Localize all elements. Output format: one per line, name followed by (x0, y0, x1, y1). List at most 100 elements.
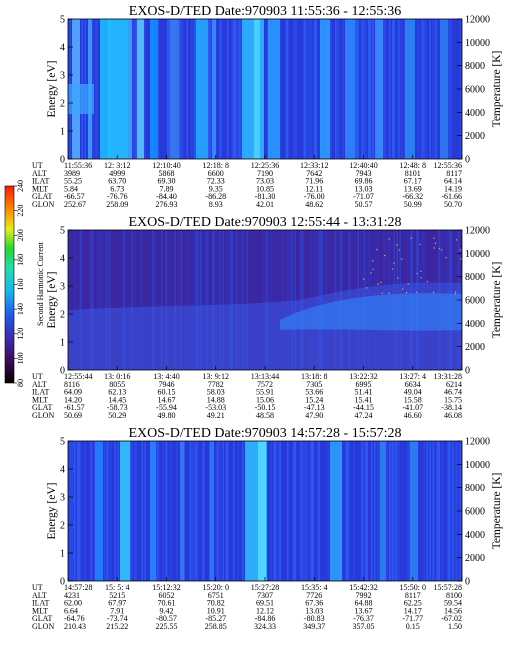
panel-1-y2label: Temperature [K] (491, 51, 503, 128)
heatmap-streak (249, 230, 251, 370)
heatmap-streak (264, 19, 266, 159)
heatmap-streak (191, 19, 193, 159)
heatmap-streak (167, 19, 169, 159)
heatmap-streak (198, 441, 200, 581)
heatmap-streak (453, 441, 455, 581)
heatmap-streak (401, 19, 403, 159)
heatmap-streak (240, 230, 242, 370)
heatmap-streak (450, 441, 452, 581)
y2-tick-label: 12000 (465, 226, 490, 237)
y2-tick-label: 0 (465, 155, 470, 166)
heatmap-streak (86, 230, 88, 370)
heatmap-streak (330, 19, 332, 159)
heatmap-streak (215, 441, 217, 581)
heatmap-streak (342, 441, 344, 581)
panel-2: EXOS-D/TED Date:970903 12:55:44 - 13:31:… (32, 215, 503, 420)
heatmap-streak (389, 19, 391, 159)
heatmap-streak (296, 230, 298, 370)
heatmap-bright-band (440, 19, 448, 159)
heatmap-streak (87, 230, 89, 370)
panel-2-y2label: Temperature [K] (491, 262, 503, 339)
ephemeris-cell: 47.24 (355, 411, 373, 420)
heatmap-streak (432, 19, 434, 159)
ephemeris-cell: 15.58 (404, 395, 422, 404)
ephemeris-row-label: ILAT (32, 177, 49, 186)
panel-3: EXOS-D/TED Date:970903 14:57:28 - 15:57:… (32, 426, 503, 631)
ephemeris-cell: 357.05 (353, 622, 375, 631)
heatmap-streak (177, 230, 179, 370)
colorbar-tick-label: 80 (16, 379, 25, 387)
heatmap-speckle (397, 277, 399, 279)
heatmap-streak (153, 230, 155, 370)
heatmap-speckle (459, 258, 462, 260)
ephemeris-cell: 6995 (356, 380, 372, 389)
ephemeris-cell: 14.88 (207, 395, 225, 404)
panel-3-title: EXOS-D/TED Date:970903 14:57:28 - 15:57:… (129, 426, 402, 441)
ephemeris-cell: 70.61 (158, 599, 176, 608)
heatmap-streak (108, 441, 110, 581)
heatmap-streak (221, 441, 223, 581)
heatmap-streak (185, 230, 187, 370)
heatmap-streak (437, 441, 439, 581)
heatmap-streak (374, 441, 376, 581)
heatmap-streak (189, 441, 191, 581)
heatmap-streak (344, 19, 346, 159)
colorbar-tick-label: 160 (16, 279, 25, 291)
heatmap-streak (119, 230, 121, 370)
heatmap-streak (146, 230, 148, 370)
heatmap-streak (248, 230, 250, 370)
heatmap-streak (269, 441, 271, 581)
colorbar-tick-label: 180 (16, 254, 25, 266)
heatmap-streak (209, 441, 211, 581)
ephemeris-row-label: GLON (32, 411, 54, 420)
heatmap-streak (446, 441, 448, 581)
ephemeris-cell: -64.76 (64, 614, 85, 623)
ephemeris-cell: -38.14 (441, 403, 462, 412)
heatmap-streak (236, 19, 238, 159)
heatmap-streak (168, 19, 170, 159)
heatmap-streak (357, 441, 359, 581)
heatmap-streak (447, 19, 449, 159)
heatmap-streak (288, 441, 290, 581)
heatmap-streak (183, 441, 185, 581)
heatmap-streak (402, 441, 404, 581)
ephemeris-cell: 70.82 (207, 599, 225, 608)
heatmap-streak (236, 441, 238, 581)
heatmap-speckle (377, 283, 379, 285)
ephemeris-cell: 47.90 (305, 411, 323, 420)
panel-1-ephemeris-table: UT 11:55:36 12: 3:12 12:10:40 12:18: 8 12:25:… (32, 161, 462, 209)
heatmap-streak (345, 441, 347, 581)
heatmap-streak (396, 19, 398, 159)
heatmap-streak (453, 19, 455, 159)
heatmap-streak (293, 441, 295, 581)
heatmap-streak (443, 441, 445, 581)
ephemeris-cell: 6600 (208, 169, 224, 178)
heatmap-streak (431, 19, 433, 159)
heatmap-streak (236, 230, 238, 370)
heatmap-streak (69, 441, 71, 581)
heatmap-streak (134, 230, 136, 370)
heatmap-speckle (415, 291, 418, 293)
heatmap-speckle (372, 268, 374, 271)
heatmap-streak (272, 441, 274, 581)
y-tick-label: 4 (60, 43, 65, 54)
ephemeris-cell: 225.55 (156, 622, 178, 631)
heatmap-streak (393, 441, 395, 581)
y2-tick-label: 2000 (465, 131, 485, 142)
heatmap-streak (293, 230, 295, 370)
heatmap-streak (141, 441, 143, 581)
heatmap-streak (414, 19, 416, 159)
heatmap-streak (294, 230, 296, 370)
heatmap-streak (254, 230, 256, 370)
ephemeris-cell: 0.15 (406, 622, 420, 631)
heatmap-streak (197, 230, 199, 370)
heatmap-streak (317, 441, 319, 581)
panel-1: EXOS-D/TED Date:970903 11:55:36 - 12:55:… (32, 4, 503, 209)
heatmap-streak (222, 19, 224, 159)
ephemeris-cell: -84.40 (156, 192, 177, 201)
ephemeris-row-label: MLT (32, 606, 48, 615)
heatmap-streak (252, 230, 254, 370)
heatmap-streak (146, 441, 148, 581)
heatmap-streak (425, 441, 427, 581)
ephemeris-cell: -71.77 (402, 614, 423, 623)
